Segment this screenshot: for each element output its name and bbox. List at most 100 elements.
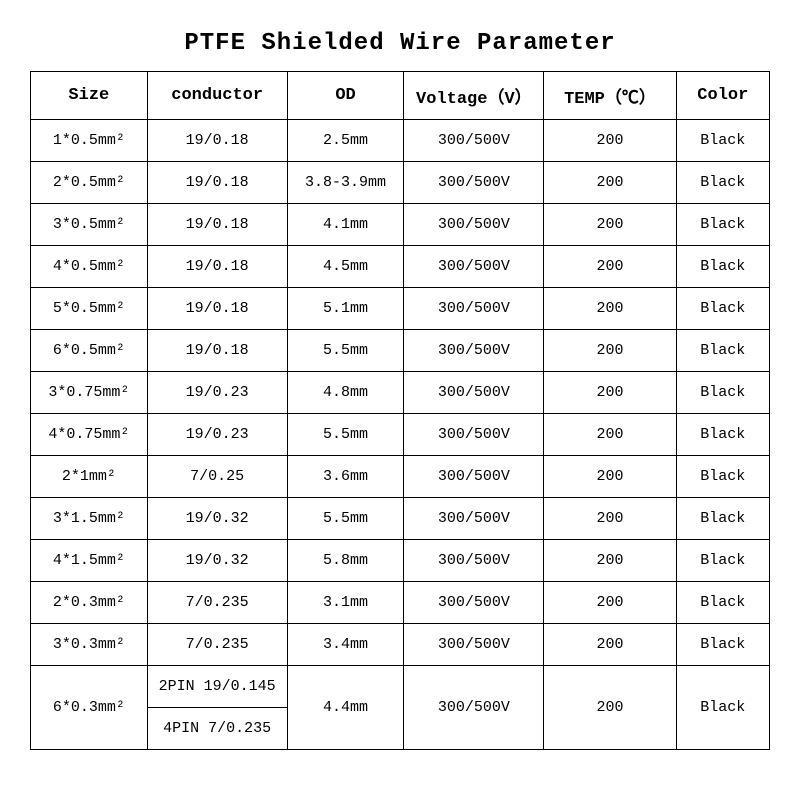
cell-cond1: 2PIN 19/0.145 (147, 666, 287, 708)
cell-temp: 200 (544, 246, 676, 288)
cell-temp: 200 (544, 330, 676, 372)
cell-size: 1*0.5mm² (31, 120, 148, 162)
table-row: 6*0.3mm²2PIN 19/0.1454.4mm300/500V200Bla… (31, 666, 770, 708)
table-row: 3*1.5mm²19/0.325.5mm300/500V200Black (31, 498, 770, 540)
cell-size: 4*1.5mm² (31, 540, 148, 582)
cell-cond: 19/0.32 (147, 540, 287, 582)
cell-volt: 300/500V (404, 582, 544, 624)
cell-size: 3*1.5mm² (31, 498, 148, 540)
parameter-table: Size conductor OD Voltage（V） TEMP（℃） Col… (30, 71, 770, 750)
cell-volt: 300/500V (404, 456, 544, 498)
table-row: 4*0.5mm²19/0.184.5mm300/500V200Black (31, 246, 770, 288)
col-header-size: Size (31, 72, 148, 120)
cell-temp: 200 (544, 498, 676, 540)
table-row: 3*0.75mm²19/0.234.8mm300/500V200Black (31, 372, 770, 414)
cell-size: 4*0.5mm² (31, 246, 148, 288)
cell-cond: 7/0.235 (147, 624, 287, 666)
table-row: 2*1mm²7/0.253.6mm300/500V200Black (31, 456, 770, 498)
table-row: 5*0.5mm²19/0.185.1mm300/500V200Black (31, 288, 770, 330)
cell-size: 5*0.5mm² (31, 288, 148, 330)
cell-color: Black (676, 372, 769, 414)
cell-od: 2.5mm (287, 120, 404, 162)
cell-od: 3.6mm (287, 456, 404, 498)
cell-temp: 200 (544, 624, 676, 666)
cell-cond: 19/0.32 (147, 498, 287, 540)
cell-cond: 7/0.25 (147, 456, 287, 498)
cell-temp: 200 (544, 456, 676, 498)
col-header-conductor: conductor (147, 72, 287, 120)
cell-od: 4.5mm (287, 246, 404, 288)
cell-cond: 19/0.18 (147, 120, 287, 162)
cell-temp: 200 (544, 414, 676, 456)
cell-color: Black (676, 498, 769, 540)
cell-color: Black (676, 162, 769, 204)
cell-size: 2*1mm² (31, 456, 148, 498)
table-row: 2*0.5mm²19/0.183.8-3.9mm300/500V200Black (31, 162, 770, 204)
table-row: 3*0.3mm²7/0.2353.4mm300/500V200Black (31, 624, 770, 666)
cell-color: Black (676, 120, 769, 162)
cell-volt: 300/500V (404, 162, 544, 204)
cell-volt: 300/500V (404, 624, 544, 666)
cell-cond: 19/0.18 (147, 162, 287, 204)
col-header-voltage: Voltage（V） (404, 72, 544, 120)
cell-temp: 200 (544, 372, 676, 414)
page-title: PTFE Shielded Wire Parameter (30, 30, 770, 57)
cell-color: Black (676, 288, 769, 330)
cell-volt: 300/500V (404, 372, 544, 414)
cell-od: 4.4mm (287, 666, 404, 750)
cell-cond: 19/0.23 (147, 414, 287, 456)
cell-temp: 200 (544, 162, 676, 204)
cell-size: 3*0.5mm² (31, 204, 148, 246)
table-row: 6*0.5mm²19/0.185.5mm300/500V200Black (31, 330, 770, 372)
table-header-row: Size conductor OD Voltage（V） TEMP（℃） Col… (31, 72, 770, 120)
cell-od: 5.8mm (287, 540, 404, 582)
table-row: 3*0.5mm²19/0.184.1mm300/500V200Black (31, 204, 770, 246)
cell-color: Black (676, 330, 769, 372)
cell-od: 3.4mm (287, 624, 404, 666)
cell-od: 4.1mm (287, 204, 404, 246)
cell-color: Black (676, 204, 769, 246)
cell-size: 3*0.75mm² (31, 372, 148, 414)
cell-od: 5.5mm (287, 330, 404, 372)
table-row: 4*1.5mm²19/0.325.8mm300/500V200Black (31, 540, 770, 582)
cell-cond: 19/0.18 (147, 288, 287, 330)
cell-volt: 300/500V (404, 666, 544, 750)
cell-size: 3*0.3mm² (31, 624, 148, 666)
col-header-od: OD (287, 72, 404, 120)
table-row: 4*0.75mm²19/0.235.5mm300/500V200Black (31, 414, 770, 456)
cell-volt: 300/500V (404, 498, 544, 540)
cell-volt: 300/500V (404, 330, 544, 372)
cell-color: Black (676, 624, 769, 666)
cell-temp: 200 (544, 204, 676, 246)
cell-size: 4*0.75mm² (31, 414, 148, 456)
cell-color: Black (676, 414, 769, 456)
cell-size: 2*0.3mm² (31, 582, 148, 624)
cell-od: 5.5mm (287, 498, 404, 540)
cell-color: Black (676, 582, 769, 624)
cell-cond: 19/0.23 (147, 372, 287, 414)
cell-size: 6*0.3mm² (31, 666, 148, 750)
cell-od: 5.5mm (287, 414, 404, 456)
cell-temp: 200 (544, 288, 676, 330)
table-row: 1*0.5mm²19/0.182.5mm300/500V200Black (31, 120, 770, 162)
cell-volt: 300/500V (404, 120, 544, 162)
cell-size: 2*0.5mm² (31, 162, 148, 204)
cell-size: 6*0.5mm² (31, 330, 148, 372)
table-row: 2*0.3mm²7/0.2353.1mm300/500V200Black (31, 582, 770, 624)
cell-cond2: 4PIN 7/0.235 (147, 708, 287, 750)
cell-volt: 300/500V (404, 204, 544, 246)
cell-volt: 300/500V (404, 414, 544, 456)
cell-volt: 300/500V (404, 246, 544, 288)
col-header-temp: TEMP（℃） (544, 72, 676, 120)
cell-od: 4.8mm (287, 372, 404, 414)
cell-temp: 200 (544, 666, 676, 750)
cell-color: Black (676, 666, 769, 750)
cell-color: Black (676, 456, 769, 498)
cell-temp: 200 (544, 582, 676, 624)
cell-cond: 19/0.18 (147, 330, 287, 372)
cell-cond: 19/0.18 (147, 246, 287, 288)
cell-volt: 300/500V (404, 540, 544, 582)
cell-volt: 300/500V (404, 288, 544, 330)
cell-temp: 200 (544, 120, 676, 162)
cell-color: Black (676, 540, 769, 582)
